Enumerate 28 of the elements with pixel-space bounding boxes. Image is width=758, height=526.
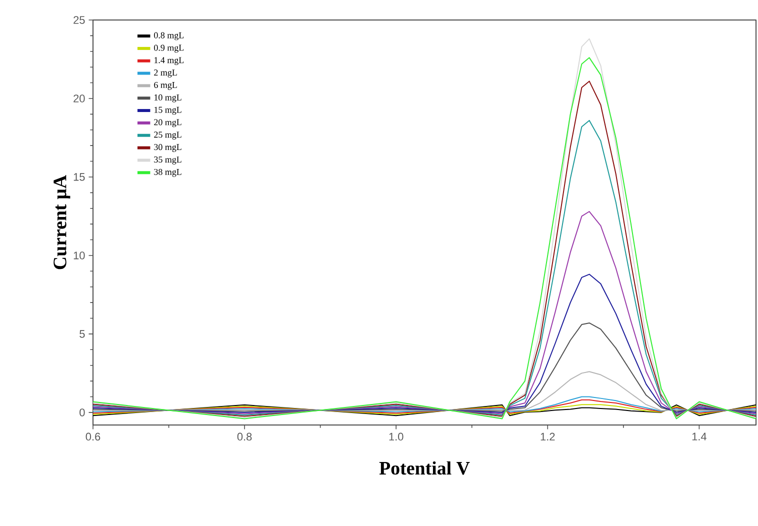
legend-label: 20 mgL — [154, 119, 182, 128]
y-tick-label: 5 — [80, 330, 85, 338]
legend-label: 10 mgL — [154, 94, 182, 102]
legend-label: 1.4 mgL — [154, 57, 184, 66]
legend-label: 38 mgL — [154, 168, 182, 177]
legend-label: 6 mgL — [154, 82, 177, 90]
line-series — [93, 371, 756, 412]
x-tick-label: 1.0 — [389, 432, 404, 441]
y-tick-label: 10 — [74, 252, 85, 260]
line-series — [93, 274, 756, 413]
x-tick-label: 1.4 — [692, 432, 706, 440]
y-tick-label: 25 — [74, 16, 85, 24]
legend-label: 15 mgL — [154, 106, 182, 115]
line-series — [93, 211, 756, 414]
y-tick-label: 0 — [80, 408, 85, 416]
y-tick-label: 15 — [74, 173, 85, 181]
x-axis-title: Potential V — [379, 461, 470, 475]
legend-label: 2 mgL — [154, 70, 177, 78]
legend-label: 0.8 mgL — [154, 32, 184, 40]
legend-label: 35 mgL — [154, 156, 182, 164]
x-tick-label: 1.2 — [540, 432, 555, 440]
x-tick-label: 0.8 — [237, 432, 252, 441]
legend-label: 0.9 mgL — [154, 44, 184, 53]
legend-label: 30 mgL — [154, 144, 182, 152]
y-axis-title: Current µA — [54, 175, 70, 270]
y-tick-label: 20 — [74, 94, 85, 102]
legend-label: 25 mgL — [154, 132, 182, 140]
x-tick-label: 0.6 — [86, 432, 100, 441]
